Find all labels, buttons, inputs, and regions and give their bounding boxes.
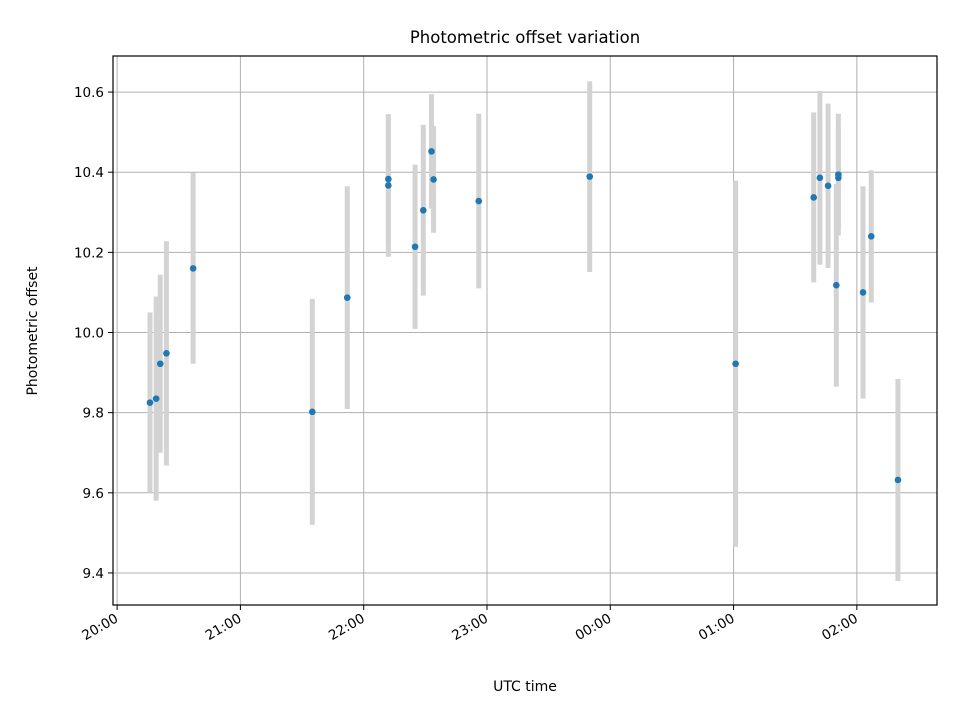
data-point — [816, 174, 824, 182]
data-point — [385, 175, 392, 183]
data-point — [824, 182, 832, 190]
data-point — [475, 197, 483, 205]
data-point — [810, 194, 818, 201]
y-tick-label: 9.8 — [83, 406, 104, 422]
data-point — [385, 182, 392, 189]
data-point — [732, 360, 739, 368]
x-axis-label: UTC time — [493, 679, 557, 695]
y-axis-label: Photometric offset — [25, 266, 41, 396]
data-point — [156, 360, 164, 368]
data-point — [833, 281, 840, 289]
chart-title: Photometric offset variation — [410, 28, 640, 47]
data-point — [894, 476, 902, 484]
data-point — [146, 399, 154, 406]
data-point — [867, 233, 875, 240]
data-point — [189, 265, 197, 272]
data-points — [146, 148, 902, 484]
y-tick-label: 10.4 — [74, 165, 104, 181]
data-point — [343, 294, 351, 301]
data-point — [859, 289, 867, 296]
data-point — [411, 243, 419, 251]
data-point — [835, 171, 842, 178]
y-tick-label: 10.6 — [74, 85, 104, 101]
y-axis-ticks: 9.4 9.6 9.8 10.0 10.2 10.4 10.6 — [74, 85, 113, 582]
data-point — [309, 408, 316, 416]
y-tick-label: 10.2 — [74, 245, 104, 261]
y-tick-label: 9.4 — [83, 566, 104, 582]
data-point — [419, 206, 427, 214]
plot-frame — [112, 55, 938, 606]
data-point — [430, 176, 437, 183]
y-tick-label: 9.6 — [83, 486, 104, 502]
grid-lines — [113, 56, 937, 605]
data-point — [428, 148, 435, 155]
data-point — [586, 173, 594, 180]
data-point — [163, 350, 170, 357]
data-point — [152, 395, 160, 402]
y-tick-label: 10.0 — [74, 326, 104, 342]
